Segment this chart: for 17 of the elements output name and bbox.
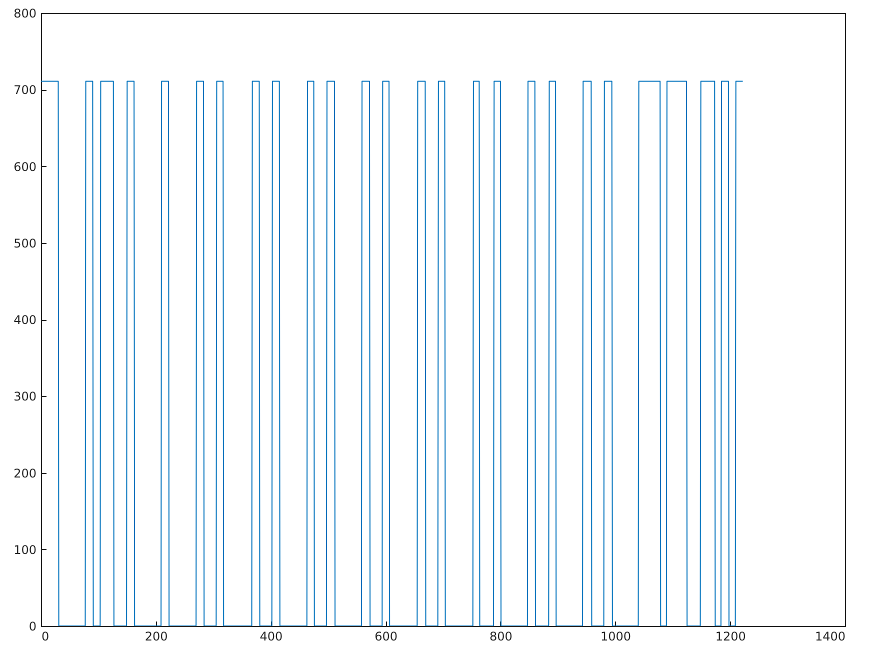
x-tick-label: 1000 <box>600 630 632 644</box>
x-tick-label: 200 <box>144 630 168 644</box>
y-tick-label: 100 <box>14 542 36 557</box>
y-tick-label: 400 <box>14 313 36 327</box>
x-tick-label: 1200 <box>715 630 746 644</box>
y-tick-label: 500 <box>14 236 36 250</box>
y-tick-label: 300 <box>14 390 36 404</box>
y-tick-label: 0 <box>28 620 36 634</box>
x-tick-label: 400 <box>260 630 283 644</box>
x-tick-label: 1400 <box>814 630 846 644</box>
x-tick-label: 600 <box>374 630 398 644</box>
y-tick-label: 700 <box>14 83 36 98</box>
y-tick-label: 200 <box>14 466 36 480</box>
y-tick-label: 600 <box>14 160 36 174</box>
x-tick-label: 0 <box>42 630 50 644</box>
x-tick-label: 800 <box>489 630 512 644</box>
y-tick-label: 800 <box>14 6 36 20</box>
